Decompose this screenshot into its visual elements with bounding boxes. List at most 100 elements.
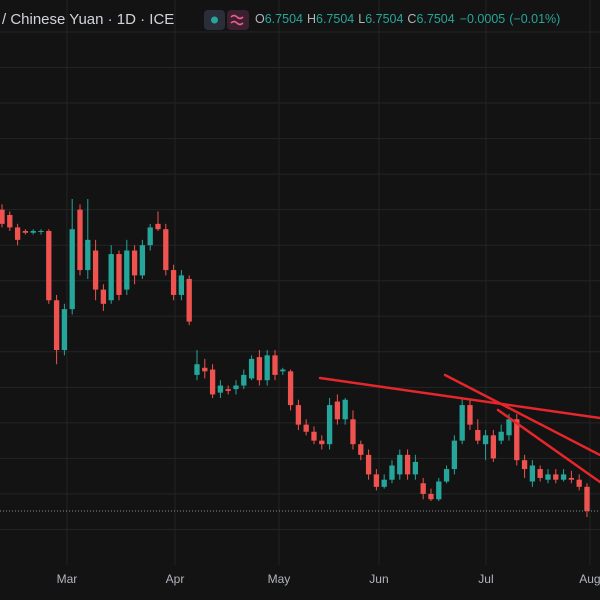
candle-body — [194, 364, 200, 375]
candle-body — [264, 355, 270, 381]
indicator-badge[interactable] — [227, 10, 249, 30]
change-percent: (−0.01%) — [509, 12, 560, 26]
x-axis: Mar Apr May Jun Jul Aug — [57, 572, 600, 586]
candle-body — [467, 405, 473, 425]
candle-body — [584, 486, 590, 511]
candle-body — [428, 493, 434, 500]
ohlc-value: 6.7504 — [316, 12, 354, 26]
ohlc-value: 6.7504 — [416, 12, 454, 26]
candle-body — [326, 405, 333, 445]
candle-body — [451, 440, 458, 470]
candle-body — [30, 230, 36, 233]
candle-body — [514, 419, 520, 461]
ohlc-value: 6.7504 — [365, 12, 403, 26]
candle-body — [139, 245, 146, 276]
candle-body — [46, 230, 52, 301]
header: / Chinese Yuan · 1D · ICE O6.7504 H6.7504… — [2, 10, 560, 30]
candle-body — [100, 289, 107, 304]
candle-body — [373, 474, 380, 487]
candle-body — [412, 461, 419, 475]
candle-body — [537, 469, 543, 478]
candle-body — [272, 355, 278, 375]
candle-body — [131, 250, 138, 276]
candle-body — [256, 357, 263, 381]
ohlc-label: L — [358, 12, 365, 26]
candle-body — [22, 230, 29, 233]
candle-body — [319, 440, 325, 445]
candle-body — [459, 405, 465, 441]
candle-body — [170, 270, 177, 295]
candle-body — [61, 309, 68, 351]
x-tick-label: Aug — [579, 572, 600, 586]
candle-body — [389, 465, 395, 480]
ohlc-label: C — [407, 12, 416, 26]
candle-body — [155, 223, 161, 230]
x-tick-label: Jun — [369, 572, 388, 586]
ohlc-value: 6.7504 — [265, 12, 303, 26]
candle-body — [404, 454, 411, 475]
candle-body — [209, 369, 216, 395]
candle-body — [436, 481, 442, 500]
candle-body — [420, 483, 426, 494]
candle-body — [475, 429, 481, 441]
candle-body — [498, 431, 504, 441]
candle-body — [560, 474, 567, 480]
candle-body — [178, 275, 185, 295]
candle-body — [77, 209, 83, 271]
candle-body — [241, 374, 247, 386]
candle-body — [576, 479, 582, 487]
x-tick-label: May — [268, 572, 291, 586]
candle-body — [186, 278, 192, 322]
candle-body — [358, 444, 364, 455]
candle-body — [225, 389, 231, 391]
x-tick-label: Mar — [57, 572, 78, 586]
candle-body — [506, 419, 512, 436]
x-tick-label: Jul — [478, 572, 493, 586]
candle-body — [443, 469, 450, 482]
candle-body — [490, 435, 497, 459]
candle-body — [14, 227, 21, 240]
candle-body — [342, 399, 348, 420]
x-tick-label: Apr — [166, 572, 185, 586]
candles — [0, 198, 600, 518]
candle-body — [53, 300, 60, 351]
trend-line[interactable] — [496, 408, 600, 484]
candle-body — [381, 479, 387, 487]
candle-body — [521, 460, 528, 470]
candle-body — [116, 254, 122, 295]
candle-body — [545, 474, 551, 480]
candle-body — [529, 465, 536, 482]
ohlc-values: O6.7504 H6.7504 L6.7504 C6.7504 −0.0005 (−0.0… — [255, 12, 560, 26]
ohlc-label: O — [255, 12, 265, 26]
candle-body — [303, 424, 309, 432]
candle-body — [397, 454, 403, 475]
chart-title: / Chinese Yuan · 1D · ICE — [2, 11, 174, 28]
candle-body — [311, 431, 317, 441]
candle-body — [350, 419, 356, 445]
candle-body — [38, 230, 44, 232]
candle-body — [0, 209, 5, 224]
trend-line[interactable] — [443, 373, 600, 457]
candle-body — [568, 477, 575, 480]
candle-body — [108, 254, 114, 301]
market-open-dot — [211, 16, 218, 24]
candle-body — [85, 239, 91, 271]
candle-body — [147, 227, 153, 246]
candle-body — [334, 401, 341, 420]
change: −0.0005 — [460, 12, 506, 26]
ohlc-label: H — [307, 12, 316, 26]
trend-lines — [318, 373, 600, 484]
candle-body — [7, 214, 13, 228]
candle-body — [217, 385, 224, 393]
candle-body — [553, 474, 559, 480]
trend-line[interactable] — [318, 376, 600, 420]
candle-body — [92, 250, 99, 290]
candle-body — [202, 367, 208, 372]
candle-body — [287, 371, 294, 406]
candle-body — [248, 358, 255, 379]
candle-body — [124, 250, 130, 290]
candle-body — [233, 385, 239, 390]
candle-body — [365, 454, 372, 475]
